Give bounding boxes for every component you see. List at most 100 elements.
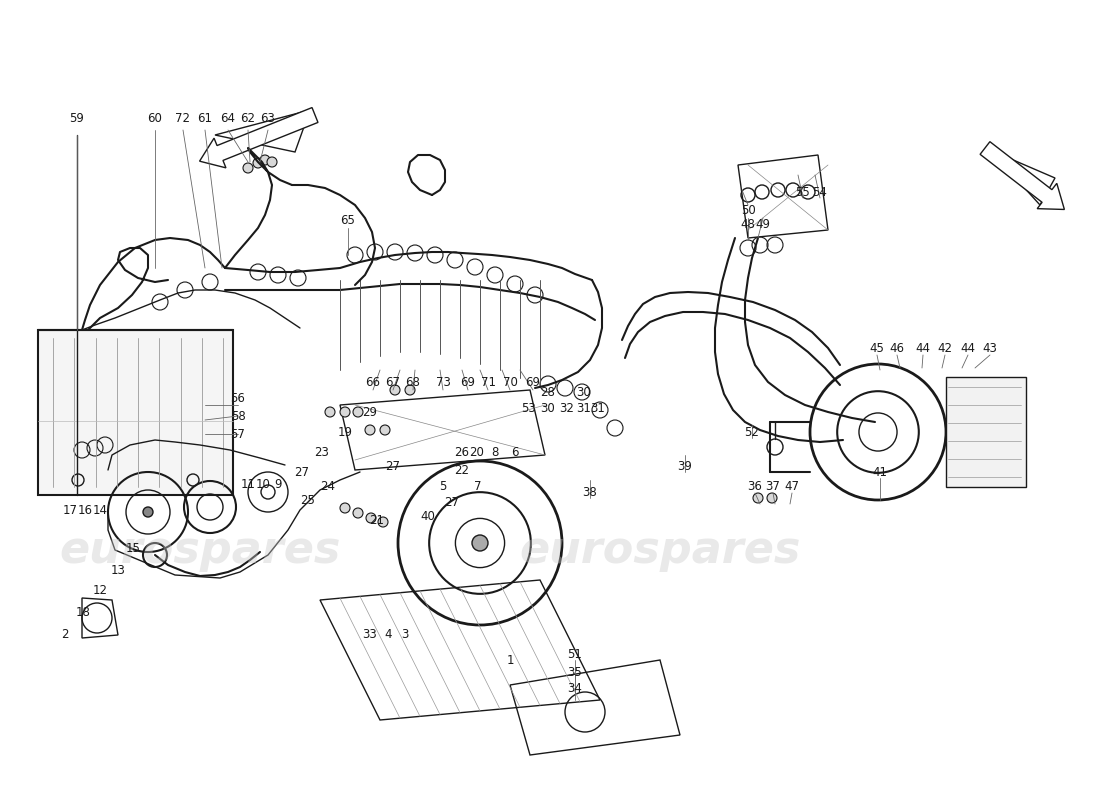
Text: 41: 41 [872, 466, 888, 478]
Circle shape [365, 425, 375, 435]
Text: 2: 2 [62, 629, 68, 642]
Bar [39, 330, 233, 495]
Text: 9: 9 [274, 478, 282, 491]
Circle shape [379, 425, 390, 435]
Text: 34: 34 [568, 682, 582, 694]
Circle shape [353, 508, 363, 518]
Text: 52: 52 [745, 426, 759, 438]
Circle shape [340, 407, 350, 417]
Text: 4: 4 [384, 629, 392, 642]
Text: 33: 33 [363, 629, 377, 642]
Text: 22: 22 [454, 463, 470, 477]
Circle shape [253, 158, 263, 168]
Circle shape [405, 385, 415, 395]
Text: 27: 27 [444, 497, 460, 510]
Text: 14: 14 [92, 503, 108, 517]
Text: 45: 45 [870, 342, 884, 354]
Text: 53: 53 [520, 402, 536, 414]
FancyArrow shape [199, 107, 318, 168]
Text: 58: 58 [231, 410, 245, 422]
Text: 30: 30 [576, 386, 592, 398]
Text: 67: 67 [385, 377, 400, 390]
Circle shape [353, 407, 363, 417]
Text: 38: 38 [583, 486, 597, 498]
Text: 63: 63 [261, 113, 275, 126]
Text: 56: 56 [231, 391, 245, 405]
Polygon shape [990, 150, 1055, 205]
Text: 69: 69 [526, 377, 540, 390]
Text: 29: 29 [363, 406, 377, 419]
Text: 15: 15 [125, 542, 141, 554]
Text: 60: 60 [147, 113, 163, 126]
Text: 39: 39 [678, 461, 692, 474]
Text: 48: 48 [740, 218, 756, 231]
Text: 59: 59 [69, 113, 85, 126]
Polygon shape [214, 110, 310, 152]
Text: 55: 55 [795, 186, 811, 198]
Text: 36: 36 [748, 481, 762, 494]
Text: 64: 64 [220, 113, 235, 126]
Text: 47: 47 [784, 481, 800, 494]
Text: eurospares: eurospares [519, 529, 801, 571]
Circle shape [754, 493, 763, 503]
Text: 26: 26 [454, 446, 470, 458]
Text: 1: 1 [506, 654, 514, 666]
Circle shape [378, 517, 388, 527]
Circle shape [324, 407, 336, 417]
Text: 18: 18 [76, 606, 90, 619]
Text: 51: 51 [568, 649, 582, 662]
Text: 30: 30 [540, 402, 556, 414]
Text: 37: 37 [766, 481, 780, 494]
Circle shape [390, 385, 400, 395]
Text: 40: 40 [420, 510, 436, 523]
Text: 10: 10 [255, 478, 271, 491]
Text: 31: 31 [576, 402, 592, 414]
Circle shape [472, 535, 488, 551]
Text: 28: 28 [540, 386, 556, 398]
Circle shape [260, 155, 270, 165]
Circle shape [243, 163, 253, 173]
Text: 49: 49 [756, 218, 770, 231]
Text: 27: 27 [385, 461, 400, 474]
Text: 17: 17 [63, 503, 77, 517]
Text: 16: 16 [77, 503, 92, 517]
Bar [946, 377, 1026, 487]
Text: 24: 24 [320, 481, 336, 494]
Circle shape [143, 507, 153, 517]
Text: 66: 66 [365, 377, 381, 390]
Text: 65: 65 [341, 214, 355, 226]
Text: 12: 12 [92, 583, 108, 597]
Text: 32: 32 [560, 402, 574, 414]
Text: 8: 8 [492, 446, 498, 458]
Text: 19: 19 [338, 426, 352, 438]
Text: 57: 57 [231, 427, 245, 441]
Text: 31: 31 [591, 402, 605, 414]
Text: 7: 7 [474, 481, 482, 494]
Circle shape [366, 513, 376, 523]
Text: 6: 6 [512, 446, 519, 458]
Circle shape [340, 503, 350, 513]
Text: 62: 62 [241, 113, 255, 126]
Text: 69: 69 [461, 377, 475, 390]
Text: 27: 27 [295, 466, 309, 478]
Text: 44: 44 [960, 342, 976, 354]
Text: 35: 35 [568, 666, 582, 678]
FancyArrow shape [980, 142, 1065, 210]
Text: 43: 43 [982, 342, 998, 354]
Text: 25: 25 [300, 494, 316, 506]
Text: eurospares: eurospares [59, 529, 341, 571]
Text: 71: 71 [481, 377, 495, 390]
Text: 42: 42 [937, 342, 953, 354]
Text: 44: 44 [915, 342, 931, 354]
Text: 68: 68 [406, 377, 420, 390]
Text: 70: 70 [503, 377, 517, 390]
Text: 13: 13 [111, 563, 125, 577]
Text: 73: 73 [436, 377, 450, 390]
Text: 50: 50 [740, 203, 756, 217]
Text: 72: 72 [176, 113, 190, 126]
Text: 11: 11 [241, 478, 255, 491]
Text: 21: 21 [370, 514, 385, 526]
Text: 46: 46 [890, 342, 904, 354]
Text: 5: 5 [439, 481, 447, 494]
Circle shape [267, 157, 277, 167]
